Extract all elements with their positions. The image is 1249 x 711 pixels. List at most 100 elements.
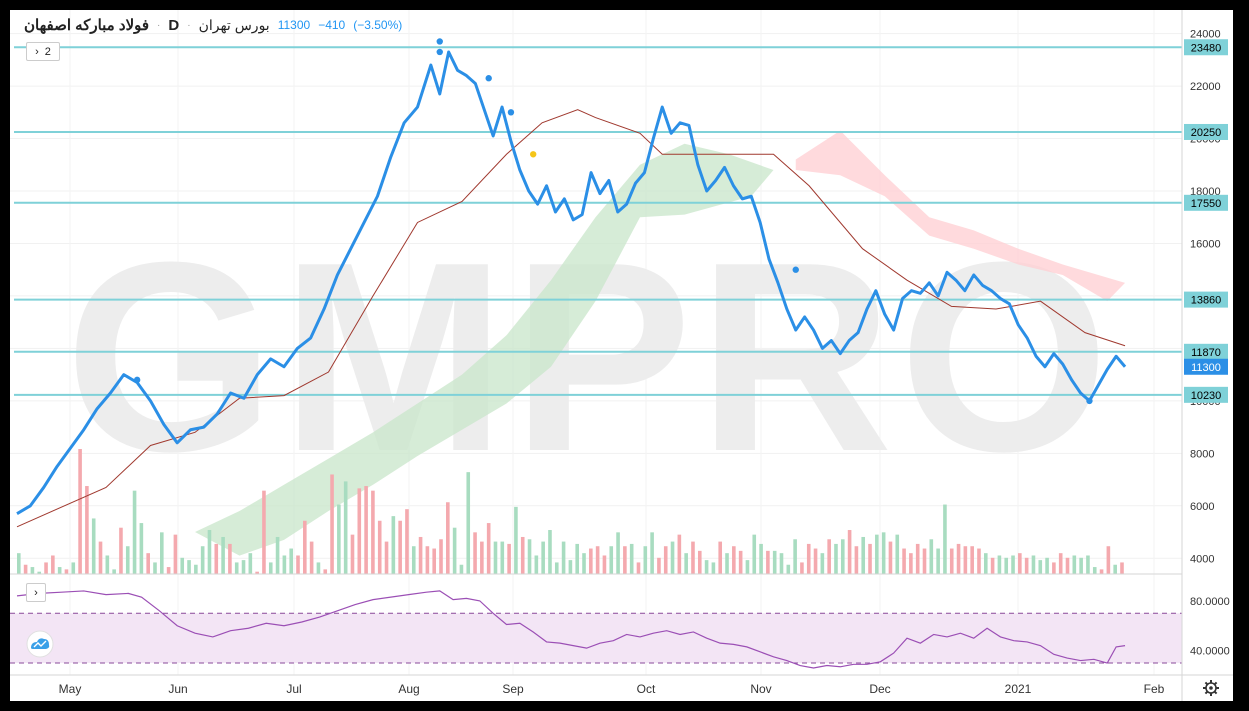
volume-bar — [282, 555, 287, 574]
volume-bar — [636, 562, 641, 574]
signal-dot — [1086, 397, 1093, 405]
volume-bar — [418, 536, 423, 574]
volume-bar — [623, 546, 627, 574]
volume-bar — [1011, 555, 1015, 574]
last-price-tag — [1184, 358, 1228, 375]
x-tick-label: Nov — [750, 682, 771, 696]
volume-bar — [554, 562, 559, 574]
legend-separator: · — [157, 19, 161, 31]
gear-icon[interactable] — [1203, 680, 1219, 696]
volume-bar — [1058, 553, 1063, 574]
x-tick-label: Oct — [637, 682, 656, 696]
volume-bar — [691, 541, 695, 574]
volume-bar — [180, 557, 185, 574]
rsi-pane-toggle-button[interactable]: › — [26, 583, 46, 602]
indicator-count: 2 — [44, 45, 51, 58]
volume-bar — [37, 571, 42, 574]
volume-bar — [997, 555, 1002, 574]
signal-dot — [792, 266, 799, 273]
volume-bar — [296, 555, 300, 574]
volume-bar — [738, 550, 743, 574]
volume-bar — [514, 506, 518, 574]
volume-bar — [697, 550, 702, 574]
volume-bar — [766, 550, 770, 574]
price-level-tag — [1184, 291, 1228, 308]
time-axis[interactable]: May Jun Jul Aug Sep Oct Nov Dec 2021 Feb — [59, 682, 1165, 696]
price-levels[interactable] — [14, 46, 1182, 396]
volume-bar — [323, 569, 328, 574]
rsi-line — [16, 590, 1126, 669]
volume-bar — [670, 541, 675, 574]
volume-bar — [350, 534, 355, 574]
volume-bar — [248, 553, 253, 574]
volume-bar — [71, 562, 76, 574]
price-level-tag-label: 11870 — [1191, 347, 1221, 359]
volume-bar — [78, 449, 82, 574]
volume-bar — [200, 546, 205, 574]
volume-bar — [459, 564, 464, 574]
volume-bars — [17, 449, 1124, 574]
last-price: 11300 — [277, 18, 311, 32]
volume-bar — [452, 527, 457, 574]
volume-bar — [949, 548, 954, 574]
volume-bar — [827, 539, 831, 574]
volume-bar — [520, 536, 525, 574]
volume-bar — [173, 534, 178, 574]
volume-bar — [1052, 562, 1056, 574]
price-level-tag — [1184, 343, 1228, 360]
volume-bar — [990, 557, 995, 574]
volume-bar — [909, 553, 913, 574]
volume-bar — [64, 569, 69, 574]
volume-bar — [411, 546, 416, 574]
volume-bar — [262, 490, 266, 574]
rsi-axis[interactable]: 80.0000 40.0000 — [1190, 596, 1230, 658]
symbol-legend[interactable]: فولاد مبارکه اصفهان · D · بورس تهران 113… — [24, 16, 402, 35]
volume-bar — [268, 562, 273, 574]
volume-bar — [139, 523, 144, 574]
base-line — [16, 109, 1126, 528]
volume-bar — [806, 543, 811, 574]
volume-bar — [1099, 569, 1104, 574]
tradingview-cloud-logo-icon[interactable] — [26, 630, 54, 658]
volume-bar — [405, 509, 409, 574]
volume-bar — [704, 560, 709, 574]
volume-bar — [875, 534, 879, 574]
chart-svg[interactable]: GMPRO 2400022000200001800016000140001200… — [10, 10, 1233, 701]
interval-label[interactable]: D — [168, 16, 180, 34]
signal-dot — [133, 376, 141, 384]
signal-dot — [436, 48, 443, 56]
volume-bar — [398, 520, 402, 574]
volume-bar — [221, 536, 225, 574]
volume-bar — [589, 548, 593, 574]
volume-bar — [616, 532, 620, 574]
signal-dots — [133, 38, 1093, 405]
x-tick-label: Jun — [168, 682, 187, 696]
volume-bar — [745, 560, 750, 574]
symbol-name: فولاد مبارکه اصفهان — [24, 17, 150, 34]
volume-bar — [718, 541, 723, 574]
y-tick-label: 6000 — [1190, 501, 1214, 513]
price-level-tag — [1184, 194, 1228, 211]
price-line[interactable] — [16, 50, 1127, 515]
volume-bar — [57, 567, 62, 574]
chart-window: GMPRO 2400022000200001800016000140001200… — [10, 10, 1233, 701]
volume-bar — [377, 520, 382, 574]
volume-bar — [711, 562, 716, 574]
volume-bar — [166, 567, 171, 574]
volume-bar — [534, 555, 539, 574]
volume-bar — [1065, 557, 1070, 574]
price-level-tag-label: 10230 — [1191, 390, 1222, 402]
volume-bar — [105, 555, 110, 574]
volume-bar — [357, 488, 362, 574]
y-tick-label: 16000 — [1190, 238, 1221, 250]
volume-bar — [1113, 564, 1117, 574]
volume-bar — [1086, 555, 1090, 574]
volume-bar — [486, 523, 491, 574]
volume-bar — [466, 472, 471, 574]
y-tick-label: 4000 — [1190, 553, 1214, 565]
volume-bar — [834, 543, 838, 574]
volume-bar — [384, 541, 389, 574]
indicators-toggle-button[interactable]: › 2 — [26, 42, 60, 61]
volume-bar — [643, 546, 648, 574]
volume-bar — [861, 536, 866, 574]
